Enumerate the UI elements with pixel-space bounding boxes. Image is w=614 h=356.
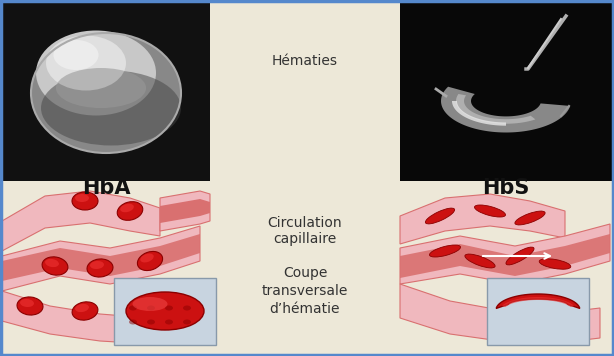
Polygon shape — [2, 291, 195, 344]
Polygon shape — [502, 297, 574, 307]
Text: HbS: HbS — [483, 178, 530, 198]
Ellipse shape — [46, 36, 126, 90]
Ellipse shape — [126, 292, 204, 330]
Ellipse shape — [165, 305, 173, 310]
Polygon shape — [456, 94, 535, 124]
Ellipse shape — [426, 208, 454, 224]
Ellipse shape — [90, 261, 104, 269]
Ellipse shape — [147, 305, 155, 310]
Polygon shape — [496, 294, 580, 308]
Ellipse shape — [75, 304, 89, 312]
Polygon shape — [160, 191, 210, 231]
Ellipse shape — [31, 33, 181, 153]
Ellipse shape — [41, 70, 181, 146]
Polygon shape — [441, 87, 570, 132]
Ellipse shape — [165, 319, 173, 325]
FancyBboxPatch shape — [114, 278, 216, 345]
Ellipse shape — [130, 307, 144, 315]
Ellipse shape — [56, 68, 146, 108]
Ellipse shape — [72, 192, 98, 210]
Polygon shape — [2, 234, 200, 281]
Ellipse shape — [42, 257, 68, 275]
Ellipse shape — [36, 31, 156, 115]
Ellipse shape — [87, 259, 113, 277]
Ellipse shape — [129, 319, 137, 325]
Ellipse shape — [140, 253, 154, 262]
Polygon shape — [2, 226, 200, 291]
Polygon shape — [452, 101, 506, 126]
Ellipse shape — [75, 194, 89, 202]
Polygon shape — [400, 224, 610, 284]
Text: Hématies: Hématies — [272, 54, 338, 68]
Ellipse shape — [45, 259, 59, 267]
FancyBboxPatch shape — [2, 2, 210, 181]
FancyBboxPatch shape — [400, 2, 612, 181]
Ellipse shape — [72, 302, 98, 320]
Ellipse shape — [539, 259, 571, 269]
Polygon shape — [400, 234, 610, 278]
Ellipse shape — [133, 297, 168, 311]
Ellipse shape — [147, 319, 155, 325]
FancyBboxPatch shape — [487, 278, 589, 345]
Polygon shape — [2, 191, 160, 251]
Ellipse shape — [183, 305, 191, 310]
Text: Circulation
capillaire: Circulation capillaire — [268, 216, 343, 246]
Ellipse shape — [53, 40, 98, 70]
Ellipse shape — [515, 211, 545, 225]
Polygon shape — [160, 199, 210, 223]
Text: Coupe
transversale
d’hématie: Coupe transversale d’hématie — [262, 266, 348, 316]
Text: HbA: HbA — [82, 178, 130, 198]
Ellipse shape — [430, 245, 460, 257]
Ellipse shape — [475, 205, 505, 217]
Ellipse shape — [183, 319, 191, 325]
Ellipse shape — [129, 305, 137, 310]
Ellipse shape — [120, 204, 134, 212]
Ellipse shape — [17, 297, 43, 315]
Ellipse shape — [506, 247, 534, 265]
Ellipse shape — [117, 202, 143, 220]
Ellipse shape — [138, 251, 163, 271]
Ellipse shape — [127, 305, 153, 323]
Ellipse shape — [465, 254, 495, 268]
Ellipse shape — [20, 299, 34, 307]
Polygon shape — [400, 194, 565, 244]
Polygon shape — [400, 284, 600, 344]
